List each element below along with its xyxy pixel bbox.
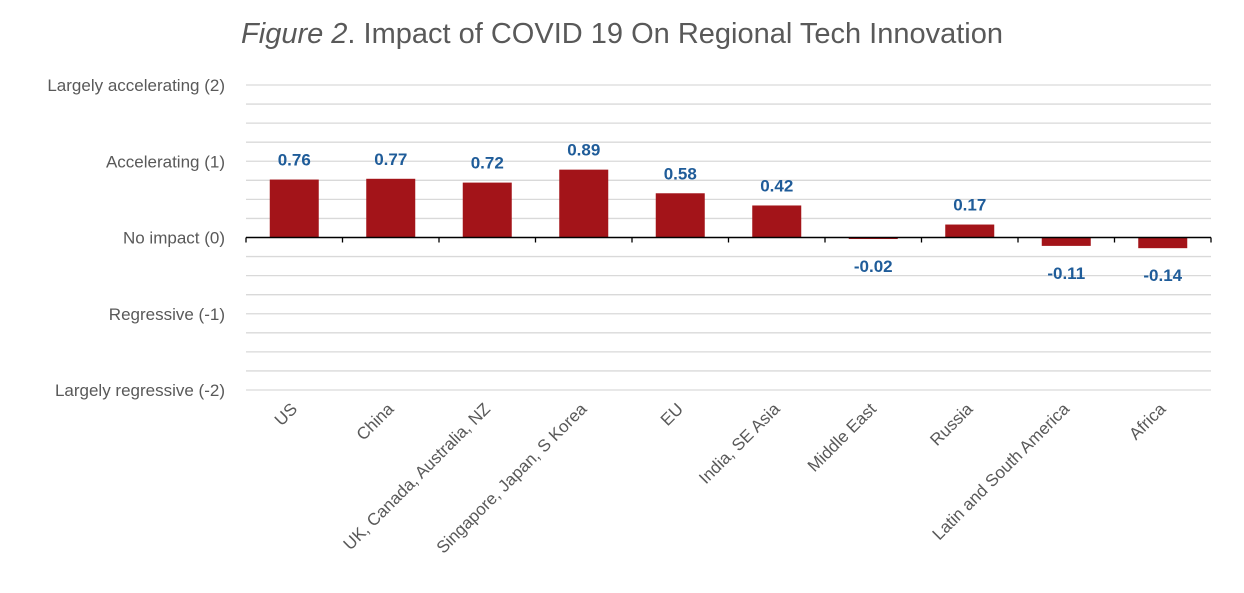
- y-axis-tick-labels: Largely accelerating (2) Accelerating (1)…: [47, 76, 225, 400]
- data-label: 0.76: [278, 151, 311, 170]
- data-label: 0.72: [471, 154, 504, 173]
- bar: [366, 178, 416, 238]
- bar: [945, 224, 995, 238]
- y-tick-label: Regressive (-1): [109, 305, 225, 324]
- data-label: -0.11: [1047, 264, 1085, 283]
- bar: [462, 182, 512, 238]
- data-label: -0.02: [854, 257, 893, 276]
- bar: [1041, 237, 1091, 246]
- gridlines: [246, 84, 1211, 391]
- bar: [269, 179, 319, 238]
- y-tick-label: Largely accelerating (2): [47, 76, 225, 95]
- x-tick-label: EU: [657, 399, 687, 429]
- bars: [269, 169, 1188, 249]
- bar: [848, 237, 898, 240]
- y-tick-label: Largely regressive (-2): [55, 381, 225, 400]
- x-tick-label: Russia: [926, 399, 977, 450]
- bar: [559, 169, 609, 238]
- data-label: 0.17: [953, 196, 986, 215]
- data-label: 0.58: [664, 164, 697, 183]
- x-axis: [245, 236, 1212, 243]
- bar: [655, 193, 705, 238]
- data-labels: 0.76 0.77 0.72 0.89 0.58 0.42 -0.02 0.17 -0.11 -0…: [278, 141, 1183, 286]
- x-tick-label: Africa: [1125, 399, 1170, 444]
- bar: [1138, 237, 1188, 249]
- chart-title: Figure 2. Impact of COVID 19 On Regional…: [0, 18, 1244, 51]
- data-label: 0.42: [760, 176, 793, 195]
- data-label: -0.14: [1143, 266, 1182, 285]
- data-label: 0.89: [567, 141, 600, 160]
- x-tick-label: India, SE Asia: [695, 399, 784, 488]
- chart-title-figure-number: Figure 2: [241, 18, 348, 50]
- x-tick-label: Middle East: [804, 399, 880, 475]
- y-tick-label: Accelerating (1): [106, 152, 225, 171]
- x-tick-label: China: [353, 399, 398, 444]
- x-tick-label: US: [271, 399, 301, 429]
- data-label: 0.77: [374, 150, 407, 169]
- chart-title-text: . Impact of COVID 19 On Regional Tech In…: [347, 18, 1003, 50]
- bar: [752, 205, 802, 238]
- y-tick-label: No impact (0): [123, 229, 225, 248]
